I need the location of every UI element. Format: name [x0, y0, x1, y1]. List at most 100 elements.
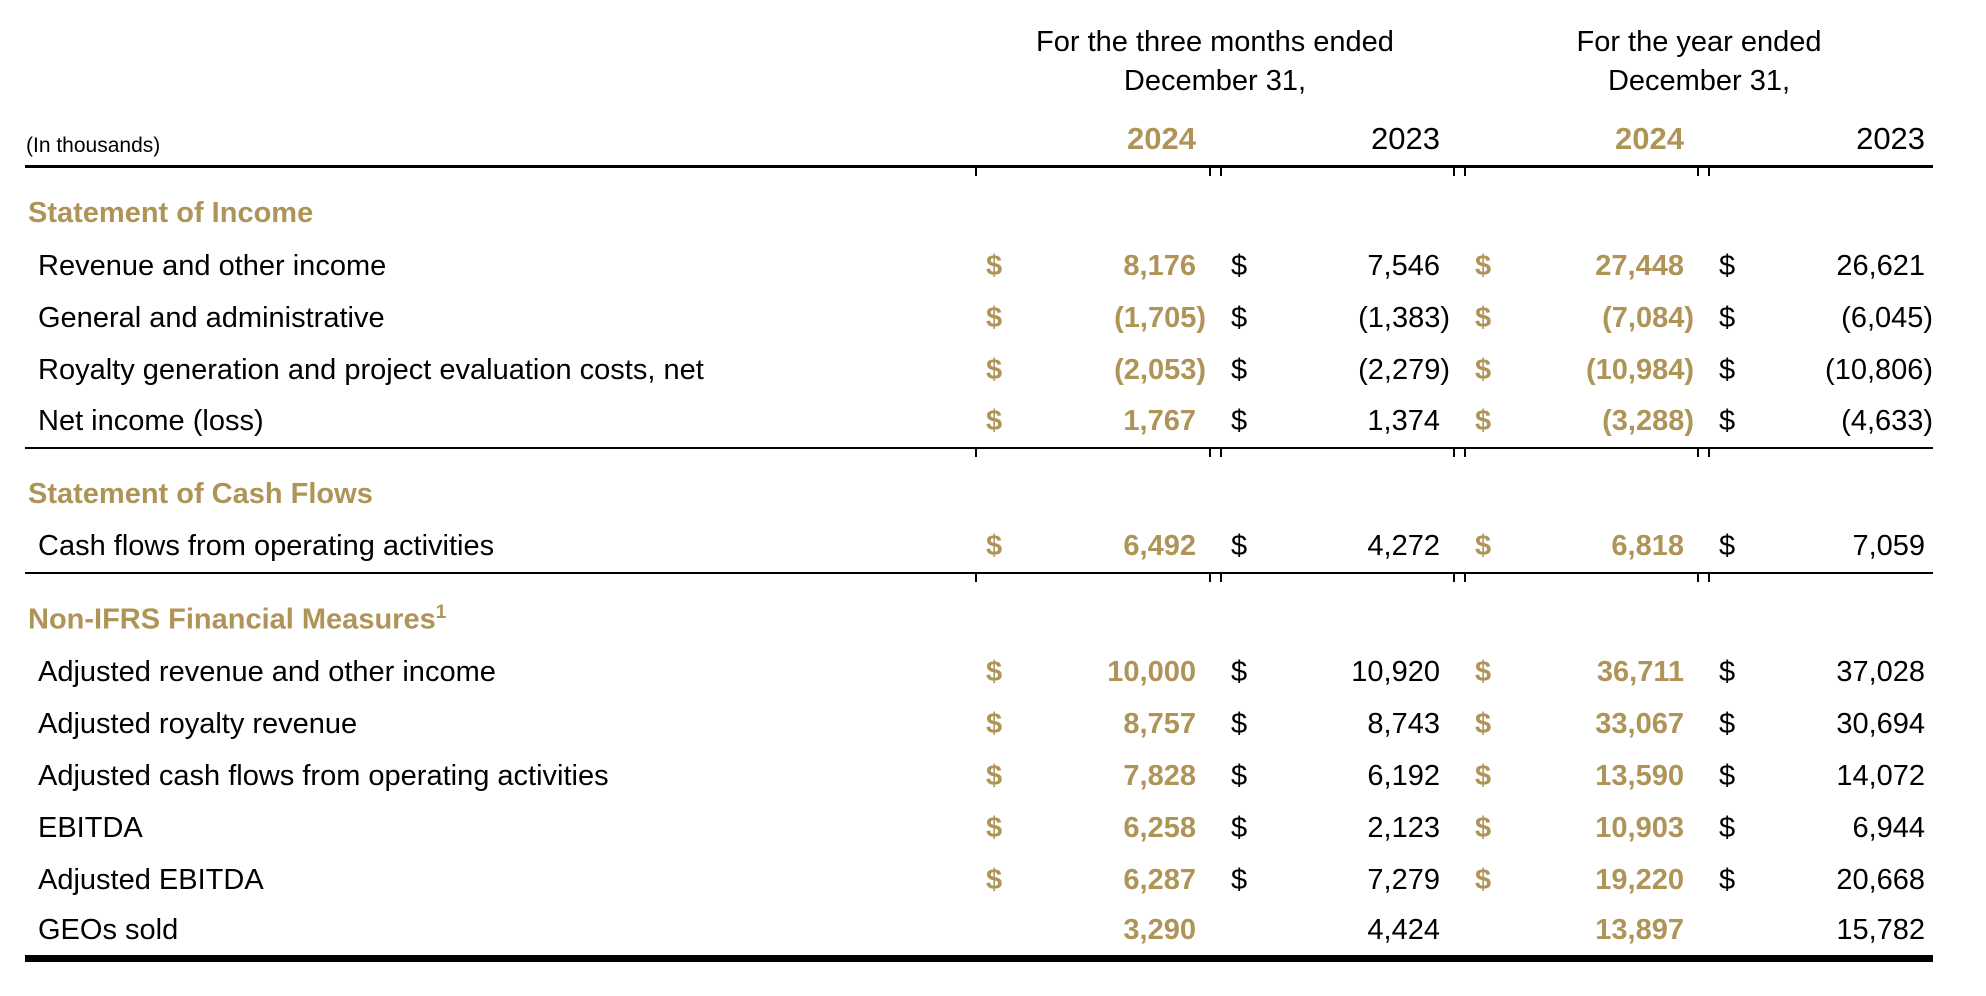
value-cell: 7,279: [1367, 863, 1440, 896]
rule-cell: [1210, 572, 1221, 582]
gap-cell: [1698, 646, 1709, 698]
rule-cell: [1698, 954, 1709, 965]
column-boundary-tick: [1708, 572, 1749, 582]
column-boundary-tick: [1708, 164, 1749, 176]
rule-cell: [1210, 954, 1221, 965]
rule-cell: [1505, 954, 1698, 965]
section-heading-row: Statement of Cash Flows: [25, 457, 1933, 521]
value-cell: 14,072: [1836, 759, 1926, 792]
value-cell: (1,383): [1358, 301, 1450, 334]
value-cell: 6,192: [1367, 759, 1440, 792]
row-label: Revenue and other income: [38, 249, 387, 282]
gap-cell: [1454, 396, 1465, 448]
value-cell: 30,694: [1836, 707, 1926, 740]
rule-cell: [1261, 954, 1454, 965]
value-cell: 10,903: [1595, 811, 1684, 844]
table-row: General and administrative $ (1,705) $ (1,38…: [25, 292, 1933, 344]
currency-symbol: $: [1231, 249, 1248, 282]
spacer-cell: [1465, 906, 1505, 958]
value-cell: 2,123: [1367, 811, 1440, 844]
rule-cell: [1465, 954, 1505, 965]
currency-symbol: $: [1719, 405, 1736, 437]
currency-symbol: $: [986, 655, 1003, 688]
currency-symbol: $: [1719, 811, 1736, 844]
value-cell: (2,053): [1114, 353, 1206, 386]
gap-cell: [1454, 802, 1465, 854]
gap-cell: [1210, 521, 1221, 573]
value-cell: 7,546: [1367, 249, 1440, 282]
value-cell: 27,448: [1595, 249, 1684, 282]
period-title-line2: December 31,: [1123, 64, 1307, 97]
rule-cell: [1454, 447, 1465, 457]
gap-cell: [1210, 344, 1221, 396]
gap-cell: [1210, 396, 1221, 448]
gap-cell: [1454, 344, 1465, 396]
gap-cell: [1698, 854, 1709, 906]
currency-symbol: $: [1475, 405, 1492, 437]
value-cell: 4,424: [1367, 913, 1440, 946]
column-boundary-tick: [1464, 447, 1505, 457]
value-cell: 1,767: [1123, 405, 1196, 437]
gap-cell: [1454, 292, 1465, 344]
gap-cell: [1210, 292, 1221, 344]
currency-symbol: $: [1231, 405, 1248, 437]
value-cell: 6,818: [1611, 530, 1684, 562]
column-boundary-tick: [1220, 572, 1261, 582]
gap-cell: [1454, 750, 1465, 802]
column-boundary-tick: [975, 572, 1016, 582]
period-header-row: For the three months ended December 31, …: [25, 20, 1933, 104]
value-cell: 13,590: [1595, 759, 1684, 792]
currency-symbol: $: [1475, 863, 1492, 896]
currency-symbol: $: [986, 405, 1003, 437]
gap-cell: [1454, 521, 1465, 573]
value-cell: 3,290: [1123, 913, 1196, 946]
period-header-year: For the year ended December 31,: [1465, 20, 1933, 104]
rule-cell: [1749, 164, 1934, 176]
currency-symbol: $: [1231, 811, 1248, 844]
horizontal-rule: [25, 572, 1934, 582]
column-boundary-tick: [975, 164, 1016, 176]
gap-cell: [1210, 240, 1221, 292]
currency-symbol: $: [986, 249, 1003, 282]
column-boundary-tick: [975, 447, 1016, 457]
value-cell: 6,287: [1123, 863, 1196, 896]
currency-symbol: $: [1719, 249, 1736, 282]
rule-cell: [25, 164, 976, 176]
section-heading-text: Statement of Cash Flows: [28, 477, 373, 510]
horizontal-rule: [25, 954, 1934, 965]
year-header-row: (In thousands) 2024 2023 2024 2023: [25, 104, 1933, 166]
gap-cell: [1210, 698, 1221, 750]
column-boundary-tick: [1016, 572, 1211, 582]
spacer-cell: [976, 104, 1016, 166]
value-cell: 15,782: [1836, 913, 1926, 946]
rule-cell: [1698, 447, 1709, 457]
gap-cell: [1698, 396, 1709, 448]
value-cell: 20,668: [1836, 863, 1926, 896]
currency-symbol: $: [1231, 530, 1248, 562]
currency-symbol: $: [986, 530, 1003, 562]
gap-cell: [1454, 906, 1465, 958]
currency-symbol: $: [986, 707, 1003, 740]
gap-cell: [1698, 521, 1709, 573]
currency-symbol: $: [1475, 811, 1492, 844]
year-header-2023-quarter: 2023: [1371, 120, 1440, 156]
value-cell: 37,028: [1836, 655, 1926, 688]
row-label: Net income (loss): [38, 405, 264, 437]
gap-cell: [1454, 240, 1465, 292]
currency-symbol: $: [1231, 353, 1248, 386]
table-row: Adjusted cash flows from operating activ…: [25, 750, 1933, 802]
currency-symbol: $: [1475, 353, 1492, 386]
column-boundary-tick: [1505, 447, 1699, 457]
value-cell: (1,705): [1114, 301, 1206, 334]
column-boundary-tick: [1261, 447, 1455, 457]
column-boundary-tick: [1505, 572, 1699, 582]
value-cell: (10,806): [1825, 353, 1934, 386]
value-cell: 6,944: [1852, 811, 1926, 844]
gap-cell: [1454, 646, 1465, 698]
column-boundary-tick: [1016, 447, 1211, 457]
gap-cell: [1210, 646, 1221, 698]
rule-cell: [1749, 447, 1934, 457]
year-header-2024-quarter: 2024: [1127, 120, 1196, 156]
section-heading: Non-IFRS Financial Measures1: [25, 582, 1933, 646]
value-cell: 1,374: [1367, 405, 1440, 437]
